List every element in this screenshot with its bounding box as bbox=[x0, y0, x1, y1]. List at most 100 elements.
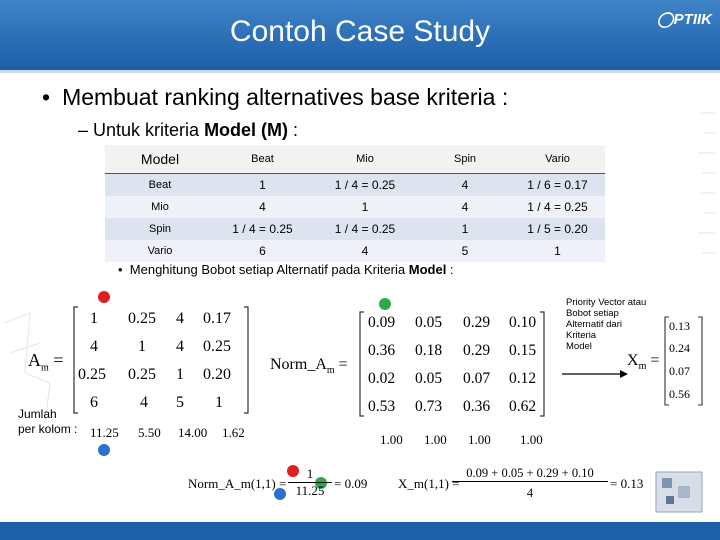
bullet-main: • Membuat ranking alternatives base krite… bbox=[42, 84, 509, 110]
matrix-cell: 0.20 bbox=[203, 366, 231, 383]
sum-label: Jumlah per kolom : bbox=[18, 407, 78, 436]
background-decoration bbox=[3, 112, 716, 424]
table-cell: 4 bbox=[461, 178, 469, 192]
sum-value: 14.00 bbox=[178, 425, 208, 440]
table-cell: 4 bbox=[461, 200, 469, 214]
matrix-cell: 0.12 bbox=[509, 370, 537, 387]
slide-header: Contoh Case Study ◯PTIIK bbox=[0, 0, 720, 73]
table-cell: 6 bbox=[259, 244, 266, 258]
matrix-cell: 0.25 bbox=[78, 366, 106, 383]
matrix-cell: 0.05 bbox=[415, 370, 443, 387]
matrix-cell: 4 bbox=[176, 310, 184, 327]
matrix-cell: 0.17 bbox=[203, 310, 231, 327]
formula-norm-result: = 0.09 bbox=[334, 476, 368, 491]
formula-x-fraction: 0.09 + 0.05 + 0.29 + 0.10 4 bbox=[452, 466, 608, 501]
formula-norm-fraction: 1 11.25 bbox=[288, 466, 332, 499]
green-dot-marker bbox=[315, 477, 327, 489]
table-header: Beat bbox=[215, 145, 310, 174]
table-header: Spin bbox=[420, 145, 510, 174]
ptiik-logo: ◯PTIIK bbox=[656, 11, 712, 28]
matrix-cell: 0.36 bbox=[463, 398, 491, 415]
table-cell: 1 bbox=[461, 222, 469, 236]
formula-x-result: = 0.13 bbox=[610, 476, 644, 491]
blue-dot-marker bbox=[98, 444, 110, 456]
matrix-cell: 6 bbox=[90, 394, 98, 411]
matrix-cell: 1 bbox=[176, 366, 184, 383]
matrix-a-brackets bbox=[73, 306, 249, 414]
sum-value: 1.00 bbox=[520, 432, 543, 447]
matrix-cell: 0.02 bbox=[368, 370, 396, 387]
matrix-cell: 0.62 bbox=[509, 398, 537, 415]
table-row: Mio 4 1 4 1 / 4 = 0.25 bbox=[105, 196, 605, 218]
table-cell: 4 bbox=[361, 244, 369, 258]
matrix-cell: 0.25 bbox=[128, 310, 156, 327]
matrix-cell: 4 bbox=[140, 394, 148, 411]
table-cell: 5 bbox=[461, 244, 469, 258]
sum-value: 11.25 bbox=[90, 425, 119, 440]
priority-vector-label: Priority Vector atau Bobot setiap Altern… bbox=[566, 297, 647, 352]
bullet-sub: – Untuk kriteria Model (M) : bbox=[78, 120, 299, 140]
sum-value: 1.00 bbox=[468, 432, 491, 447]
table-cell: 1 bbox=[554, 244, 561, 258]
matrix-cell: 0.09 bbox=[368, 314, 396, 331]
matrix-cell: 0.18 bbox=[415, 342, 443, 359]
table-header: Vario bbox=[510, 145, 605, 174]
table-cell: 1 / 4 = 0.25 bbox=[527, 200, 588, 214]
row-label: Vario bbox=[147, 245, 173, 257]
vector-cell: 0.13 bbox=[669, 319, 690, 333]
matrix-cell: 0.10 bbox=[509, 314, 537, 331]
formula-norm: Norm_A_m(1,1) = bbox=[188, 476, 287, 491]
matrix-cell: 0.73 bbox=[415, 398, 443, 415]
blue-dot-marker bbox=[274, 488, 286, 500]
norm-matrix: 0.09 0.05 0.29 0.10 0.36 0.18 0.29 0.15 … bbox=[368, 314, 548, 418]
row-label: Spin bbox=[148, 223, 172, 235]
vector-cell: 0.07 bbox=[669, 364, 690, 378]
comparison-table: Model Beat Mio Spin Vario Beat 1 1 / 4 =… bbox=[105, 145, 605, 262]
table-cell: 1 bbox=[361, 200, 369, 214]
sum-value: 1.62 bbox=[222, 425, 245, 440]
red-dot-marker bbox=[287, 465, 299, 477]
bottom-bar bbox=[0, 522, 720, 540]
norm-matrix-label: Norm_Am = bbox=[270, 356, 348, 377]
matrix-cell: 5 bbox=[176, 394, 184, 411]
matrix-cell: 0.07 bbox=[463, 370, 491, 387]
matrix-cell: 4 bbox=[90, 338, 98, 355]
row-label: Mio bbox=[151, 201, 169, 213]
table-cell: 1 / 4 = 0.25 bbox=[232, 222, 293, 236]
table-cell: 1 / 5 = 0.20 bbox=[527, 222, 588, 236]
priority-vector: 0.13 0.24 0.07 0.56 bbox=[669, 319, 703, 405]
row-label: Beat bbox=[148, 179, 172, 191]
decorative-cube-icon bbox=[655, 471, 703, 513]
bullet-weights: • Menghitung Bobot setiap Alternatif pad… bbox=[118, 262, 454, 277]
matrix-cell: 0.29 bbox=[463, 314, 491, 331]
table-row: Spin 1 / 4 = 0.25 1 / 4 = 0.25 1 1 / 5 =… bbox=[105, 218, 605, 240]
table-cell: 1 / 6 = 0.17 bbox=[527, 178, 588, 192]
vector-cell: 0.24 bbox=[669, 341, 690, 355]
slide-title: Contoh Case Study bbox=[229, 15, 491, 48]
matrix-cell: 1 bbox=[215, 394, 223, 411]
table-cell: 1 / 4 = 0.25 bbox=[334, 178, 396, 192]
arrow-icon bbox=[562, 370, 628, 378]
matrix-cell: 0.29 bbox=[463, 342, 491, 359]
table-row: Vario 6 4 5 1 bbox=[105, 240, 605, 262]
matrix-cell: 0.15 bbox=[509, 342, 537, 359]
matrix-cell: 4 bbox=[176, 338, 184, 355]
formula-x: X_m(1,1) = bbox=[398, 476, 460, 491]
sum-value: 1.00 bbox=[424, 432, 447, 447]
matrix-a-label: Am = bbox=[28, 350, 64, 374]
table-cell: 4 bbox=[259, 200, 266, 214]
table-corner: Model bbox=[105, 145, 215, 174]
matrix-cell: 0.05 bbox=[415, 314, 443, 331]
sum-value: 5.50 bbox=[138, 425, 161, 440]
matrix-cell: 0.25 bbox=[203, 338, 231, 355]
matrix-cell: 0.53 bbox=[368, 398, 396, 415]
table-cell: 1 / 4 = 0.25 bbox=[334, 222, 396, 236]
priority-vector-brackets bbox=[664, 316, 703, 406]
norm-matrix-brackets bbox=[359, 311, 545, 417]
matrix-cell: 1 bbox=[90, 310, 98, 327]
table-row: Beat 1 1 / 4 = 0.25 4 1 / 6 = 0.17 bbox=[105, 173, 605, 196]
red-dot-marker bbox=[98, 291, 110, 303]
priority-vector-symbol: Xm = bbox=[627, 352, 660, 373]
matrix-cell: 1 bbox=[138, 338, 146, 355]
matrix-cell: 0.25 bbox=[128, 366, 156, 383]
